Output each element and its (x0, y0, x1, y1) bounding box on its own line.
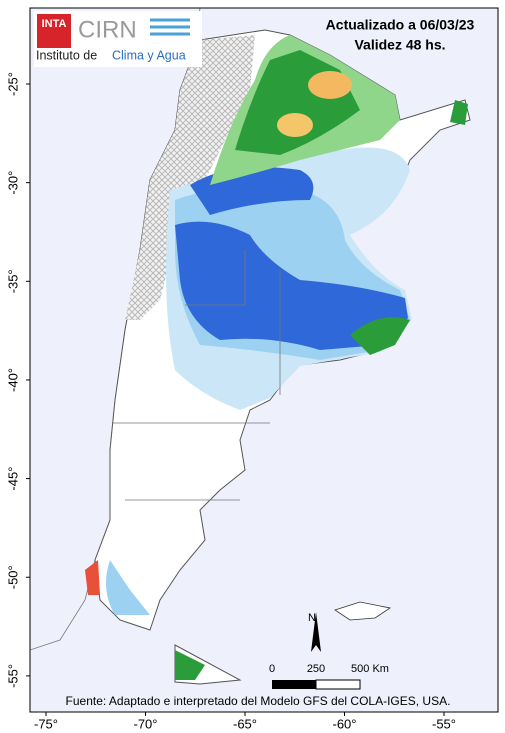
scale-label: 250 (307, 663, 325, 675)
precip-tdf (175, 650, 205, 680)
y-tick-label: -50° (5, 565, 20, 589)
north-arrow (311, 612, 321, 652)
inta-badge (37, 14, 71, 48)
cirn-text: CIRN (78, 16, 137, 43)
province-borders (113, 250, 281, 501)
x-tick-label: -75° (34, 716, 58, 731)
malvinas (334, 601, 392, 621)
validity: Validez 48 hs. (354, 37, 445, 53)
y-tick-label: -25° (5, 72, 20, 96)
no-data-area (125, 35, 255, 320)
map-area (30, 8, 498, 712)
y-tick-label: -30° (5, 171, 20, 195)
x-tick-label: -55° (432, 716, 456, 731)
inta-text: INTA (42, 18, 67, 30)
precip-south (106, 560, 150, 615)
x-tick-label: -65° (233, 716, 257, 731)
precip-red (85, 560, 100, 595)
source-note: Fuente: Adaptado e interpretado del Mode… (66, 694, 451, 708)
x-tick-label: -70° (134, 716, 158, 731)
y-tick-label: -40° (5, 368, 20, 392)
logo-prefix: Instituto de (36, 48, 97, 62)
updated-date: Actualizado a 06/03/23 (326, 17, 475, 33)
precip-heavy (175, 221, 408, 350)
y-tick-label: -55° (5, 664, 20, 688)
scale-label: 0 (269, 663, 275, 675)
y-tick-label: -45° (5, 467, 20, 491)
precip-green-east (350, 317, 410, 355)
y-tick-label: -35° (5, 269, 20, 293)
north-label: N (308, 612, 316, 624)
precip-green-ne (450, 100, 468, 125)
precip-orange (308, 71, 352, 99)
scale-bar: N 0 250 500 Km (269, 612, 389, 690)
scale-segment (315, 679, 361, 690)
map-frame (29, 7, 499, 713)
scale-label: 500 Km (351, 663, 389, 675)
logo-highlight: Clima y Agua (112, 48, 186, 62)
precip-orange-2 (277, 113, 313, 137)
logo-waves (150, 18, 190, 36)
scale-segment (272, 680, 316, 689)
logo: INTA CIRN Instituto de Clima y Agua (34, 11, 202, 67)
x-tick-label: -60° (333, 716, 357, 731)
